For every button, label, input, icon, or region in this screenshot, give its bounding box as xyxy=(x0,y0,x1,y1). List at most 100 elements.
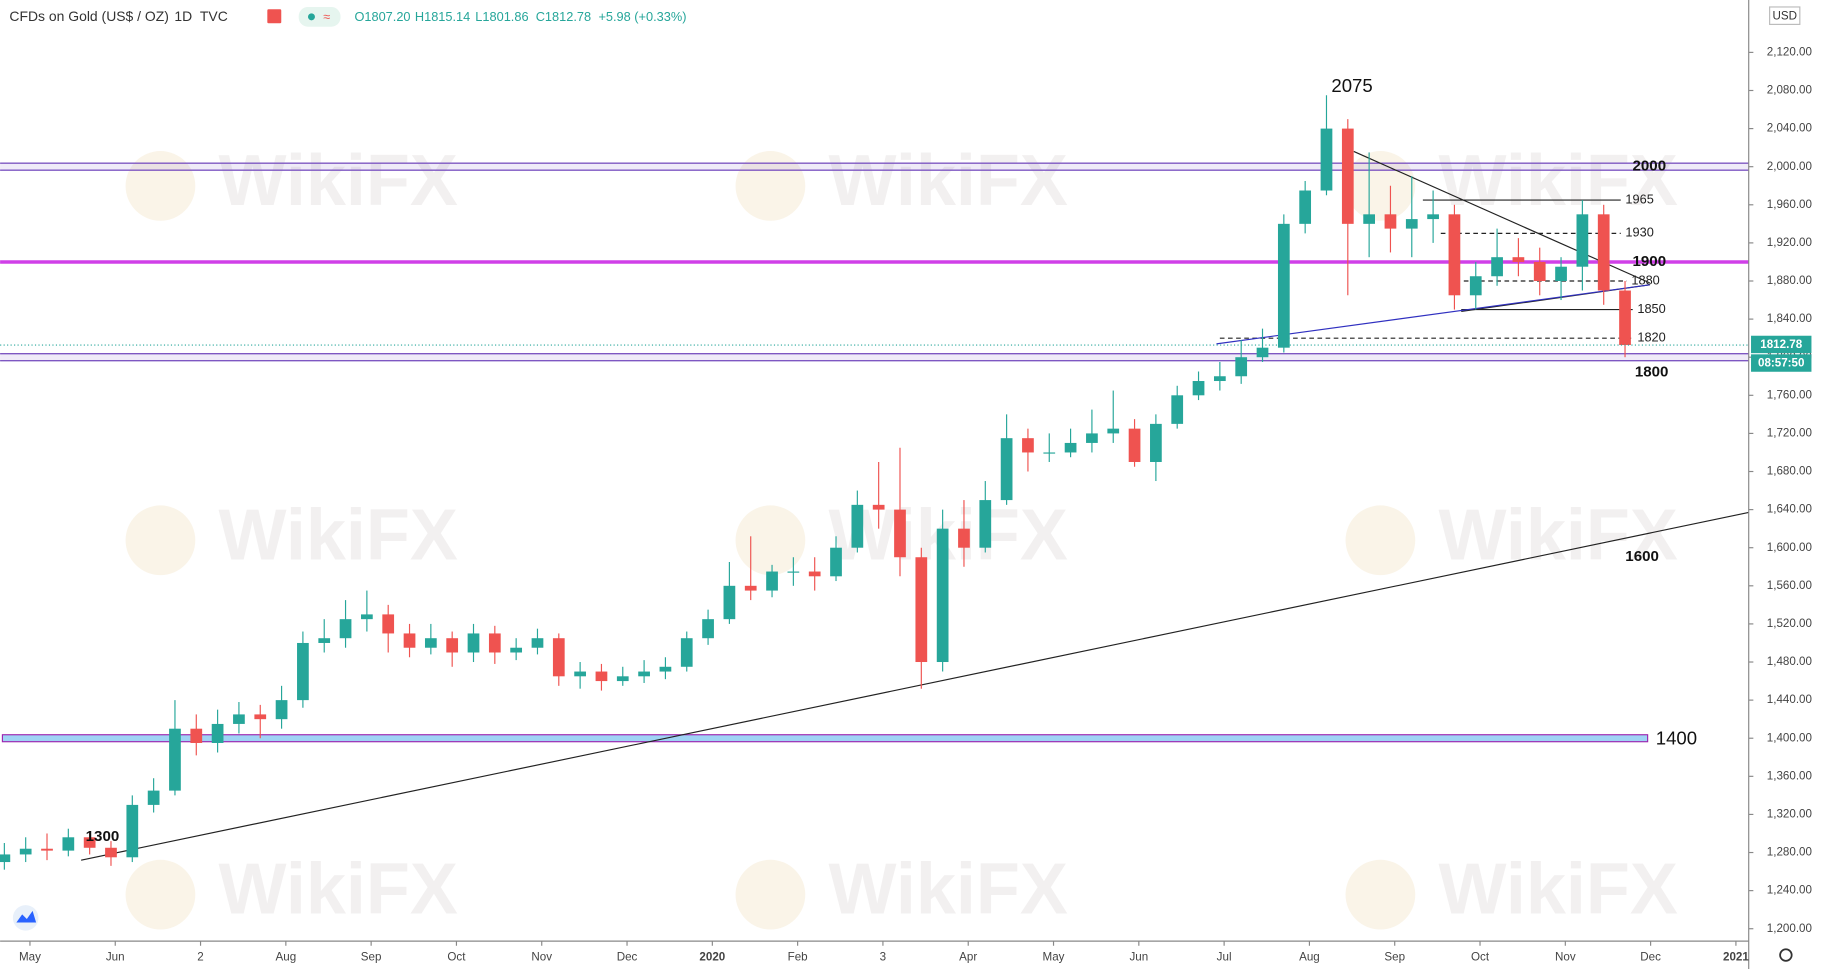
candle-body xyxy=(488,633,501,653)
candle-body xyxy=(1192,381,1205,396)
candle-body xyxy=(105,847,117,858)
candle-body xyxy=(979,500,992,548)
plot xyxy=(0,51,1754,946)
x-tick-label: 3 xyxy=(880,950,886,963)
candle-body xyxy=(638,671,650,677)
candle-body xyxy=(83,837,96,848)
settings-icon[interactable] xyxy=(1779,948,1793,962)
last-price-label: 1812.78 xyxy=(1760,338,1803,351)
y-tick-label: 1,920.00 xyxy=(1767,236,1812,249)
status-dot xyxy=(307,13,315,21)
point-label: 2075 xyxy=(1331,75,1372,96)
candle-body xyxy=(446,638,459,653)
candle-body xyxy=(1619,290,1631,346)
candle-body xyxy=(1448,214,1461,296)
candle-body xyxy=(403,633,416,648)
candle-body xyxy=(1235,357,1248,377)
source: TVC xyxy=(200,8,228,24)
y-tick-label: 1,360.00 xyxy=(1767,769,1812,782)
candle-body xyxy=(339,619,352,639)
candle-body xyxy=(574,671,586,677)
candle-body xyxy=(254,714,267,720)
y-tick-label: 1,960.00 xyxy=(1767,198,1812,211)
candle-body xyxy=(1341,128,1354,224)
x-tick-label: 2 xyxy=(197,950,203,963)
candle-body xyxy=(723,585,736,620)
candle-body xyxy=(1171,395,1184,424)
candle-body xyxy=(1512,257,1525,262)
ohlc-low: L1801.86 xyxy=(475,9,528,24)
candle-body xyxy=(552,638,565,677)
countdown: 08:57:50 xyxy=(1758,357,1804,370)
point-label: 1300 xyxy=(86,828,120,845)
wave-icon: ≈ xyxy=(323,9,330,24)
x-tick-label: Feb xyxy=(788,950,808,963)
candle-body xyxy=(830,547,842,577)
watermark: WikiFX xyxy=(219,495,458,575)
candle-body xyxy=(297,642,309,701)
candle-body xyxy=(147,790,160,805)
candle-body xyxy=(1256,347,1269,358)
level-band xyxy=(0,163,1749,171)
level-label: 2000 xyxy=(1633,158,1667,175)
candle-body xyxy=(1555,266,1567,282)
candle-body xyxy=(595,671,608,682)
x-tick-label: Oct xyxy=(447,950,466,963)
ohlc-close: C1812.78 xyxy=(536,9,591,24)
level-zone xyxy=(1,734,1649,743)
x-tick-label: Aug xyxy=(276,950,297,963)
logo-bg[interactable] xyxy=(12,905,39,931)
candle-body xyxy=(211,723,224,743)
overlay: 1,200.00 1,240.00 1,280.00 1,320.00 1,360.00… xyxy=(19,45,1812,963)
candle-body xyxy=(744,585,757,591)
candle-body xyxy=(169,728,181,791)
candle-body xyxy=(190,728,203,743)
candle-body xyxy=(915,557,928,663)
x-tick-label: Nov xyxy=(1555,950,1576,963)
candle-body xyxy=(1320,128,1333,191)
ohlc-change: +5.98 (+0.33%) xyxy=(598,9,686,24)
y-tick-label: 1,400.00 xyxy=(1767,731,1812,744)
y-tick-label: 1,600.00 xyxy=(1767,541,1812,554)
candle-body xyxy=(1427,214,1439,220)
indicator-toggle[interactable] xyxy=(298,6,341,27)
candle-body xyxy=(680,638,693,667)
level-label: 1900 xyxy=(1633,253,1667,270)
candle-body xyxy=(1576,214,1589,267)
candle-body xyxy=(1384,214,1397,229)
y-tick-label: 1,440.00 xyxy=(1767,693,1812,706)
candle-body xyxy=(1277,223,1290,348)
flag-icon[interactable] xyxy=(267,9,282,24)
y-tick-label: 1,280.00 xyxy=(1767,846,1812,859)
candle-body xyxy=(958,528,970,548)
watermark-logo xyxy=(125,151,196,221)
candle-body xyxy=(1086,433,1098,443)
y-tick-label: 2,040.00 xyxy=(1767,122,1812,135)
x-tick-label: Jul xyxy=(1217,950,1232,963)
candle-body xyxy=(382,614,395,634)
symbol: CFDs on Gold (US$ / OZ) xyxy=(9,8,169,24)
candle-body xyxy=(233,714,245,724)
candle-body xyxy=(872,504,885,510)
candle-body xyxy=(275,700,288,720)
trendline xyxy=(81,511,1749,861)
candle-body xyxy=(41,848,53,851)
candle-body xyxy=(894,509,906,558)
currency-box[interactable] xyxy=(1769,6,1801,25)
candle-body xyxy=(1469,276,1482,296)
candle-body xyxy=(1022,438,1034,453)
x-tick-label: Sep xyxy=(361,950,382,963)
watermark-logo xyxy=(125,505,196,576)
y-tick-label: 1,880.00 xyxy=(1767,274,1812,287)
short-level-label: 1820 xyxy=(1637,330,1665,345)
candle-body xyxy=(0,854,11,863)
short-level-label: 1850 xyxy=(1637,301,1665,316)
y-tick-label: 1,240.00 xyxy=(1767,884,1812,897)
watermark: WikiFX xyxy=(219,141,458,221)
candle-body xyxy=(1405,219,1418,229)
watermark-logo xyxy=(1345,859,1416,930)
x-tick-label: 2021 xyxy=(1723,950,1749,963)
y-tick-label: 1,840.00 xyxy=(1767,312,1812,325)
y-tick-label: 1,200.00 xyxy=(1767,922,1812,935)
